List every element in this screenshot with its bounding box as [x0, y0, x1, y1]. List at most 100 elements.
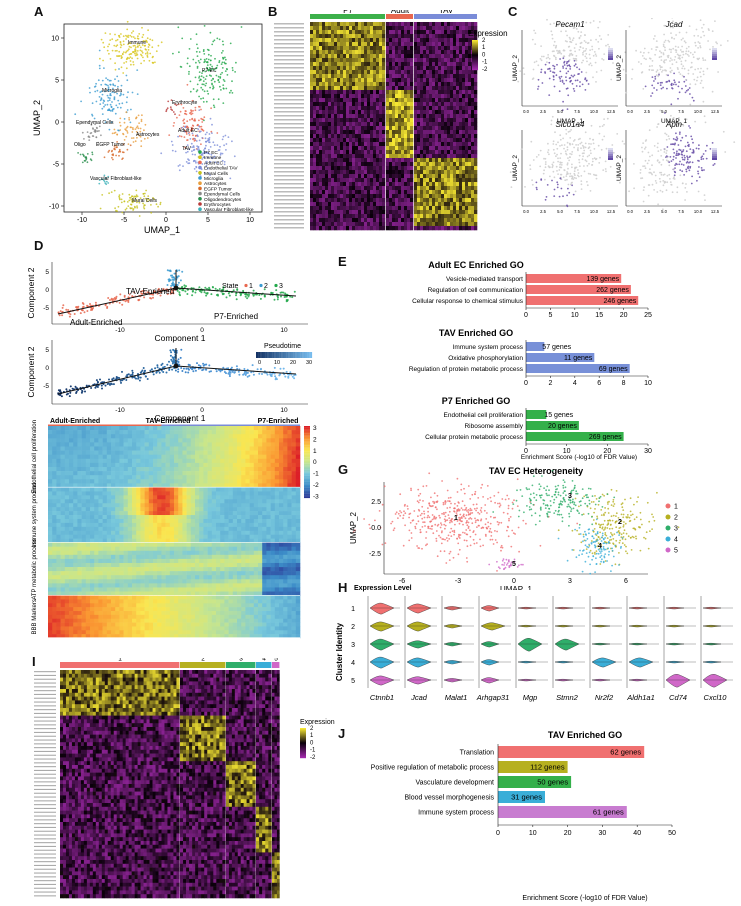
j-bar-term: Translation — [460, 750, 494, 757]
e-bar-label: 11 genes — [564, 355, 593, 362]
i-gene-row-label — [34, 671, 56, 673]
b-gene-row-label — [274, 55, 304, 57]
i-gene-row-label — [34, 849, 56, 851]
h-violin — [406, 640, 432, 649]
i-gene-row-label — [34, 777, 56, 779]
a-ylabel: UMAP_2 — [32, 100, 42, 136]
d-branch-point — [173, 285, 179, 291]
d-heat-legend-tick: 3 — [313, 425, 317, 432]
g-cluster-3 — [492, 469, 616, 527]
i-gene-row-label — [34, 762, 56, 764]
b-gene-row-label — [274, 159, 304, 161]
i-cluster-bar — [256, 662, 272, 668]
j-bar-term: Positive regulation of metabolic process — [371, 765, 495, 772]
g-ytick: 2.5 — [371, 499, 381, 506]
i-gene-row-label — [34, 815, 56, 817]
g-xlabel: UMAP_1 — [500, 585, 533, 590]
a-legend-label: Erythrocytes — [204, 202, 231, 208]
c-xtick: 2.5 — [644, 209, 650, 214]
h-violin — [406, 621, 432, 632]
i-gene-row-label — [34, 807, 56, 809]
b-gene-row-label — [274, 95, 304, 97]
c-xtick: 7.5 — [678, 109, 684, 114]
i-legend-tick: -2 — [310, 755, 316, 761]
e-bar-label: 246 genes — [604, 298, 637, 305]
e-bar — [526, 353, 595, 362]
e-chart: Adult EC Enriched GO Vesicle-mediated tra… — [412, 260, 652, 319]
e-bar-term: Immune system process — [453, 344, 524, 351]
b-gene-row-label — [274, 103, 304, 105]
d-ytick: 0 — [45, 287, 49, 294]
i-gene-row-label — [34, 739, 56, 741]
d-xlabel: Component 1 — [154, 333, 205, 343]
i-legend-tick: 0 — [310, 740, 314, 746]
panel-label-i: I — [32, 654, 36, 669]
c-gene-title: Pecam1 — [555, 20, 584, 29]
a-cluster-ependymal — [81, 123, 102, 144]
b-legend-title: Expression — [468, 29, 508, 38]
d-state-swatch — [244, 283, 248, 288]
b-gene-row-label — [274, 23, 304, 25]
a-cluster-label: P7 EC — [202, 68, 217, 74]
h-violin — [480, 659, 500, 666]
i-legend-tick: -1 — [310, 748, 316, 754]
i-gene-row-label — [34, 834, 56, 836]
i-gene-row-label — [34, 853, 56, 855]
i-gene-row-label — [34, 716, 56, 718]
c-gene-title: Slco1a4 — [556, 120, 585, 129]
c-ylabel: UMAP_2 — [616, 155, 623, 181]
b-gene-row-label — [274, 115, 304, 117]
b-gene-row-label — [274, 27, 304, 29]
h-violin — [443, 660, 463, 665]
c-xlabel: UMAP_1 — [661, 118, 687, 125]
h-violin — [369, 621, 395, 632]
a-xtick: 5 — [206, 217, 210, 224]
a-cluster-mural — [99, 189, 162, 217]
b-gene-row-label — [274, 59, 304, 61]
i-cluster-bar — [60, 662, 180, 668]
e-bar — [526, 421, 579, 430]
i-gene-row-label — [34, 838, 56, 840]
a-cluster-label: Oligo — [74, 142, 86, 148]
e-xtick: 10 — [571, 312, 579, 319]
e-bar-term: Vesicle-mediated transport — [446, 276, 523, 283]
j-bar-label: 62 genes — [610, 748, 641, 757]
j-title: TAV Enriched GO — [548, 730, 622, 740]
a-cluster-label: Adult EC — [178, 128, 198, 134]
g-xtick: 6 — [624, 578, 628, 585]
d-heat-block-label: Immune system process — [32, 483, 38, 548]
i-gene-row-label — [34, 758, 56, 760]
a-ytick: -10 — [49, 204, 59, 211]
e-xtick: 4 — [573, 380, 577, 387]
d-xlabel: Component 1 — [154, 413, 205, 423]
panel-a-umap: Immune Microglia P7 EC Erythrocyte Ependymal… — [32, 20, 263, 235]
d-heat-legend-tick: -3 — [313, 493, 319, 500]
b-gene-row-label — [274, 119, 304, 121]
d-xtick: -10 — [115, 327, 125, 334]
a-legend-label: Endothelial TAV — [204, 166, 238, 172]
h-gene-label: Jcad — [410, 693, 428, 702]
panel-label-e: E — [338, 254, 347, 269]
h-row-label: 3 — [351, 642, 355, 649]
i-gene-row-label — [34, 682, 56, 684]
i-gene-row-label — [34, 735, 56, 737]
d-state-label: 1 — [249, 283, 253, 290]
g-xtick: 3 — [568, 578, 572, 585]
e-chart-title: Adult EC Enriched GO — [428, 260, 524, 270]
c-xtick: 7.5 — [574, 209, 580, 214]
i-gene-row-label — [34, 781, 56, 783]
i-gene-row-label — [34, 697, 56, 699]
a-legend-swatch — [198, 191, 202, 196]
g-ytick: 0.0 — [371, 525, 381, 532]
i-gene-row-label — [34, 674, 56, 676]
g-cluster-1 — [352, 472, 579, 572]
b-gene-row-label — [274, 219, 304, 221]
c-xtick: 10.0 — [590, 209, 599, 214]
i-cluster-bar — [180, 662, 226, 668]
h-violin — [443, 678, 463, 683]
b-group-bar — [414, 14, 477, 19]
e-bar — [526, 285, 631, 294]
i-gene-row-label — [34, 720, 56, 722]
